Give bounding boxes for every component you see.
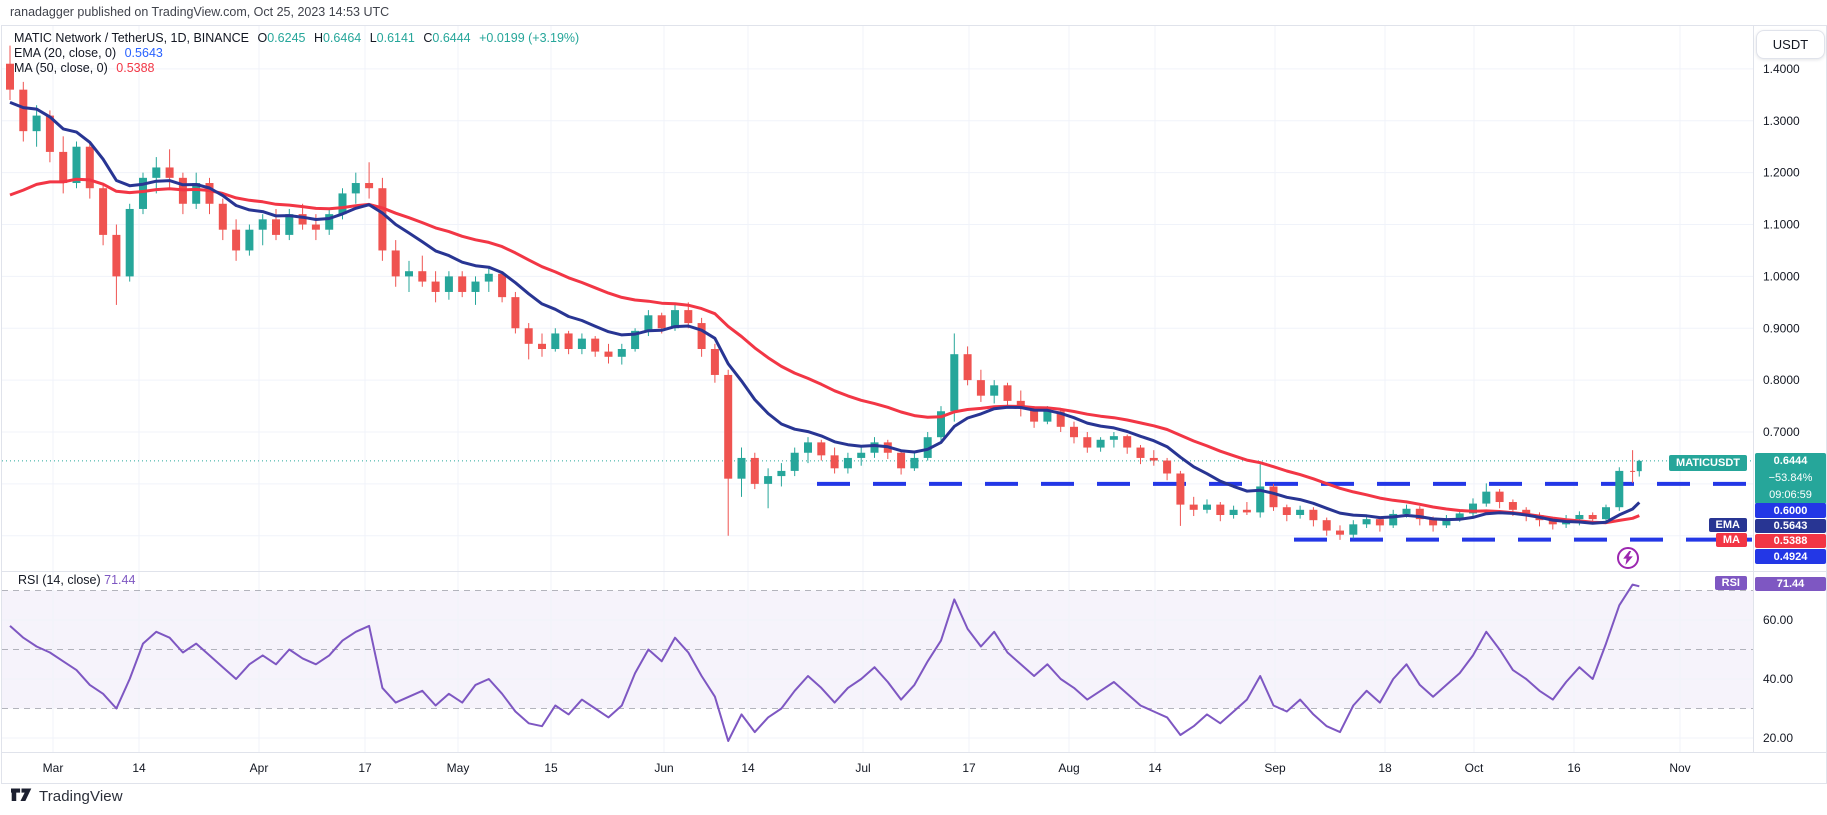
- open-value: 0.6245: [267, 31, 306, 45]
- time-tick-label: 14: [1148, 761, 1162, 775]
- lightning-bolt-icon: [1623, 551, 1633, 565]
- ma-pill: MA: [1715, 533, 1747, 547]
- ema-title: EMA (20, close, 0): [14, 46, 117, 60]
- price-tick-label: 0.9000: [1763, 321, 1800, 335]
- rsi-legend-row[interactable]: RSI (14, close) 71.44: [18, 573, 135, 587]
- ma-title: MA (50, close, 0): [14, 61, 108, 75]
- axis-labels: 1.4000 1.3000 1.2000 1.1000 1.0000 0.9000 0.80…: [43, 62, 1800, 775]
- ema-value-tag: 0.5643: [1755, 519, 1826, 533]
- publish-attribution: ranadagger published on TradingView.com,…: [0, 0, 1827, 24]
- resistance-level-tag: 0.6000: [1755, 503, 1826, 518]
- price-tick-label: 0.7000: [1763, 425, 1800, 439]
- rsi-legend-value: 71.44: [104, 573, 136, 587]
- support-level-tag: 0.4924: [1755, 549, 1826, 564]
- ma-legend-row[interactable]: MA (50, close, 0) 0.5388: [14, 61, 579, 76]
- price-change-percent: −53.84%: [1768, 472, 1813, 484]
- last-price-value: 0.6444: [1773, 455, 1808, 467]
- ema-pill: EMA: [1708, 518, 1747, 532]
- price-tick-label: 1.2000: [1763, 166, 1800, 180]
- bar-countdown: 09:06:59: [1769, 489, 1812, 501]
- low-label: L: [369, 31, 377, 45]
- time-tick-label: May: [447, 761, 470, 775]
- high-value: 0.6464: [322, 31, 362, 45]
- time-tick-label: 14: [132, 761, 146, 775]
- symbol-legend-row[interactable]: MATIC Network / TetherUS, 1D, BINANCE O0…: [14, 31, 579, 46]
- low-value: 0.6141: [376, 31, 415, 45]
- gridlines: [2, 26, 1753, 752]
- time-tick-label: Jul: [855, 761, 870, 775]
- rsi-tick-label: 40.00: [1763, 672, 1793, 686]
- symbol-legend: MATIC Network / TetherUS, 1D, BINANCE O0…: [14, 31, 579, 76]
- time-tick-label: Aug: [1058, 761, 1079, 775]
- candles: [6, 45, 1642, 540]
- symbol-price-pill: MATICUSDT: [1669, 455, 1747, 471]
- symbol-title: MATIC Network / TetherUS, 1D, BINANCE: [14, 31, 250, 45]
- ema20-line: [9, 101, 1641, 525]
- open-label: O: [257, 31, 268, 45]
- close-label: C: [423, 31, 433, 45]
- flash-icon[interactable]: [1617, 547, 1639, 569]
- time-tick-label: 15: [544, 761, 558, 775]
- time-tick-label: Nov: [1669, 761, 1690, 775]
- rsi-tick-label: 60.00: [1763, 613, 1793, 627]
- chart-canvas[interactable]: 1.4000 1.3000 1.2000 1.1000 1.0000 0.9000 0.80…: [2, 26, 1826, 783]
- axis-borders: [2, 26, 1826, 753]
- tradingview-brand-text: TradingView: [39, 787, 123, 805]
- tradingview-footer[interactable]: TradingView: [11, 783, 123, 809]
- ma50-line: [9, 177, 1640, 525]
- price-tick-label: 1.3000: [1763, 114, 1800, 128]
- time-tick-label: 18: [1378, 761, 1392, 775]
- price-tick-label: 1.4000: [1763, 62, 1800, 76]
- last-price-countdown-tag: 0.6444 −53.84% 09:06:59: [1755, 453, 1826, 504]
- price-tick-label: 1.0000: [1763, 269, 1800, 283]
- time-tick-label: Mar: [43, 761, 64, 775]
- rsi-title: RSI (14, close): [18, 573, 101, 587]
- price-tick-label: 0.8000: [1763, 373, 1800, 387]
- time-tick-label: Oct: [1465, 761, 1484, 775]
- chart-area[interactable]: 1.4000 1.3000 1.2000 1.1000 1.0000 0.9000 0.80…: [1, 25, 1827, 784]
- ma-value: 0.5388: [116, 61, 155, 75]
- change-value: +0.0199 (+3.19%): [479, 31, 580, 45]
- ma-value-tag: 0.5388: [1755, 534, 1826, 548]
- currency-toggle-button[interactable]: USDT: [1756, 30, 1825, 59]
- rsi-value-tag: 71.44: [1755, 577, 1826, 591]
- price-tick-label: 1.1000: [1763, 218, 1800, 232]
- ema-value: 0.5643: [124, 46, 163, 60]
- time-tick-label: Jun: [654, 761, 673, 775]
- time-tick-label: 17: [962, 761, 976, 775]
- rsi-pill: RSI: [1714, 576, 1747, 590]
- high-label: H: [313, 31, 323, 45]
- time-tick-label: 17: [358, 761, 372, 775]
- time-tick-label: Apr: [250, 761, 269, 775]
- time-tick-label: 16: [1567, 761, 1581, 775]
- time-tick-label: 14: [741, 761, 755, 775]
- time-tick-label: Sep: [1264, 761, 1286, 775]
- rsi-line: [9, 583, 1640, 742]
- ema-legend-row[interactable]: EMA (20, close, 0) 0.5643: [14, 46, 579, 61]
- close-value: 0.6444: [432, 31, 471, 45]
- rsi-tick-label: 20.00: [1763, 731, 1793, 745]
- tradingview-logo-icon: [11, 787, 32, 801]
